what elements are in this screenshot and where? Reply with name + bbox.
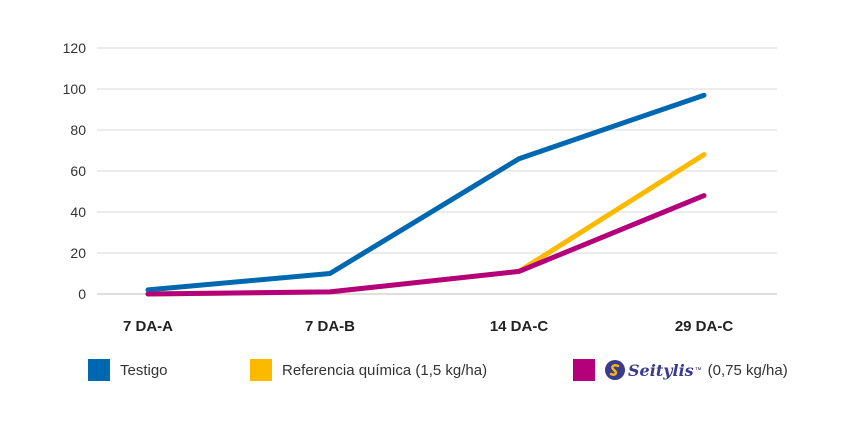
series-line-1 <box>145 92 707 293</box>
x-tick-label: 14 DA-C <box>490 318 549 335</box>
y-tick-label: 60 <box>70 163 86 179</box>
x-tick-label: 7 DA-A <box>123 318 173 335</box>
legend-swatch-testigo <box>88 359 110 381</box>
line-chart: 0 20 40 60 80 100 120 7 DA-A 7 DA-B 14 DA-C 29 DA… <box>63 40 777 335</box>
series-line-2 <box>145 152 707 297</box>
y-tick-label: 100 <box>63 81 87 97</box>
y-tick-label: 40 <box>70 204 86 220</box>
grid <box>97 47 777 295</box>
legend-label-testigo: Testigo <box>120 361 168 379</box>
seitylis-trademark: ™ <box>694 366 702 374</box>
y-tick-label: 0 <box>78 286 86 302</box>
legend-label-referencia: Referencia química (1,5 kg/ha) <box>282 361 488 379</box>
x-tick-label: 29 DA-C <box>675 318 734 335</box>
legend-swatch-referencia <box>250 359 272 381</box>
seitylis-brand-name: Seitylis <box>628 360 694 380</box>
seitylis-logo-icon <box>605 360 625 380</box>
series-lines <box>145 92 707 297</box>
series-line-3 <box>145 193 707 297</box>
x-tick-label: 7 DA-B <box>305 318 355 335</box>
y-tick-label: 20 <box>70 245 86 261</box>
y-tick-label: 80 <box>70 122 86 138</box>
legend-swatch-seitylis <box>573 359 595 381</box>
seitylis-logo: Seitylis ™ <box>605 360 702 380</box>
legend-label-seitylis: (0,75 kg/ha) <box>707 361 788 379</box>
legend-item-referencia: Referencia química (1,5 kg/ha) <box>250 358 487 382</box>
legend-item-seitylis: Seitylis ™ (0,75 kg/ha) <box>573 358 788 382</box>
y-axis-ticks: 0 20 40 60 80 100 120 <box>63 40 87 302</box>
y-tick-label: 120 <box>63 40 87 56</box>
x-axis-ticks: 7 DA-A 7 DA-B 14 DA-C 29 DA-C <box>123 318 733 335</box>
legend-item-testigo: Testigo <box>88 358 168 382</box>
